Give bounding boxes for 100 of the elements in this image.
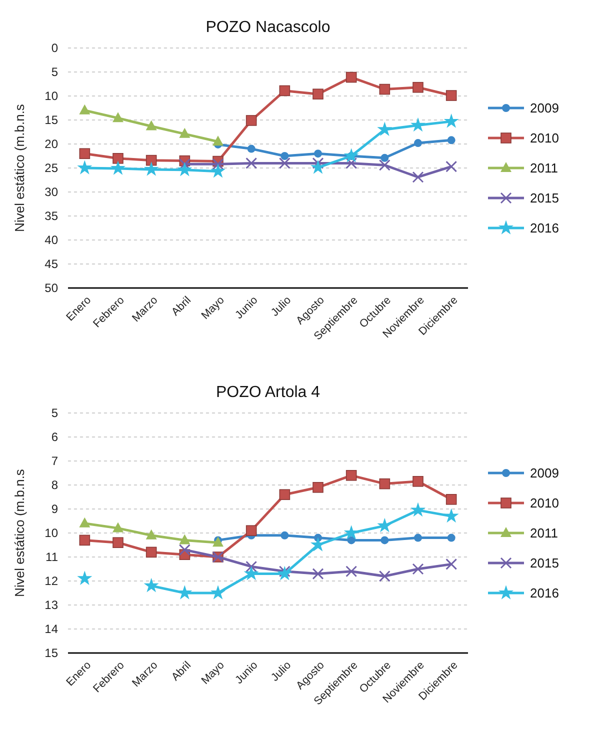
point — [447, 534, 456, 542]
point — [146, 529, 157, 540]
point — [346, 470, 357, 481]
point — [212, 158, 224, 170]
point — [412, 82, 424, 93]
point — [277, 566, 292, 580]
point — [346, 566, 358, 578]
point — [246, 525, 257, 536]
x-tick-label: Julio — [269, 659, 294, 684]
point — [246, 560, 258, 572]
point — [112, 537, 124, 548]
y-tick-label: 12 — [44, 574, 58, 588]
y-tick-label: 13 — [44, 598, 58, 612]
chart-title: POZO Nacascolo — [206, 19, 330, 36]
point — [210, 163, 226, 178]
point — [144, 162, 159, 176]
point — [278, 157, 290, 169]
y-tick-label: 40 — [44, 233, 58, 248]
point — [346, 157, 358, 169]
y-tick-label: 14 — [44, 622, 58, 636]
point — [212, 136, 224, 146]
y-tick-label: 5 — [51, 65, 58, 80]
point — [146, 154, 157, 166]
point — [246, 157, 258, 169]
x-tick-label: Julio — [269, 294, 294, 319]
point — [247, 144, 256, 153]
point — [447, 136, 456, 144]
point — [112, 522, 124, 532]
point — [179, 534, 190, 544]
point — [146, 546, 157, 558]
y-tick-label: 6 — [51, 430, 58, 444]
point — [346, 72, 357, 83]
chart-title: POZO Artola 4 — [216, 384, 320, 401]
point — [177, 162, 192, 176]
y-tick-label: 20 — [44, 137, 58, 152]
y-tick-label: 35 — [44, 209, 58, 224]
y-tick-label: 15 — [44, 646, 58, 660]
legend-label: 2011 — [530, 526, 558, 541]
y-tick-label: 7 — [51, 454, 58, 468]
point — [280, 531, 289, 540]
point — [77, 570, 92, 585]
legend-label: 2010 — [530, 496, 559, 511]
y-axis-title: Nivel estático (m.b.n.s — [12, 468, 27, 597]
point — [279, 489, 290, 500]
point — [314, 150, 322, 158]
point — [414, 534, 422, 542]
point — [312, 568, 324, 580]
point — [212, 536, 224, 547]
point — [312, 88, 324, 100]
legend-label: 2016 — [530, 586, 559, 601]
point — [379, 478, 390, 490]
point — [444, 508, 459, 523]
point — [446, 160, 458, 172]
y-tick-label: 45 — [44, 257, 58, 272]
point — [246, 115, 257, 126]
point — [279, 85, 290, 96]
point — [446, 494, 457, 505]
y-axis-title: Nivel estático (m.b.n.s — [12, 104, 27, 232]
point — [380, 536, 389, 544]
point — [278, 566, 290, 578]
point — [412, 171, 424, 183]
legend-label: 2009 — [530, 100, 559, 116]
point — [380, 154, 389, 162]
point — [444, 114, 459, 128]
legend-label: 2015 — [530, 190, 559, 206]
point — [177, 585, 192, 600]
point — [344, 525, 359, 540]
point — [110, 160, 126, 175]
point — [412, 563, 424, 575]
point — [77, 160, 92, 174]
point — [379, 84, 390, 95]
point — [244, 566, 259, 580]
point — [344, 148, 359, 162]
point — [112, 112, 124, 122]
point — [79, 517, 90, 528]
legend-label: 2011 — [530, 160, 558, 176]
y-tick-label: 5 — [51, 406, 58, 420]
point — [410, 502, 426, 517]
point — [377, 122, 392, 136]
point — [347, 536, 356, 544]
point — [79, 104, 90, 114]
point — [378, 570, 390, 582]
y-tick-label: 11 — [46, 550, 58, 564]
y-tick-label: 10 — [44, 526, 58, 540]
y-tick-label: 0 — [51, 41, 58, 56]
point — [378, 159, 390, 171]
point — [412, 476, 424, 487]
point — [446, 558, 458, 570]
point — [79, 534, 90, 546]
point — [410, 117, 426, 132]
point — [112, 153, 124, 164]
point — [414, 139, 422, 148]
legend-label: 2015 — [530, 556, 559, 571]
point — [312, 157, 324, 169]
legend-label: 2009 — [530, 466, 559, 481]
legend-label: 2010 — [530, 130, 559, 146]
point — [312, 482, 324, 493]
y-tick-label: 50 — [44, 281, 58, 296]
point — [144, 578, 159, 592]
y-tick-label: 15 — [44, 113, 58, 128]
